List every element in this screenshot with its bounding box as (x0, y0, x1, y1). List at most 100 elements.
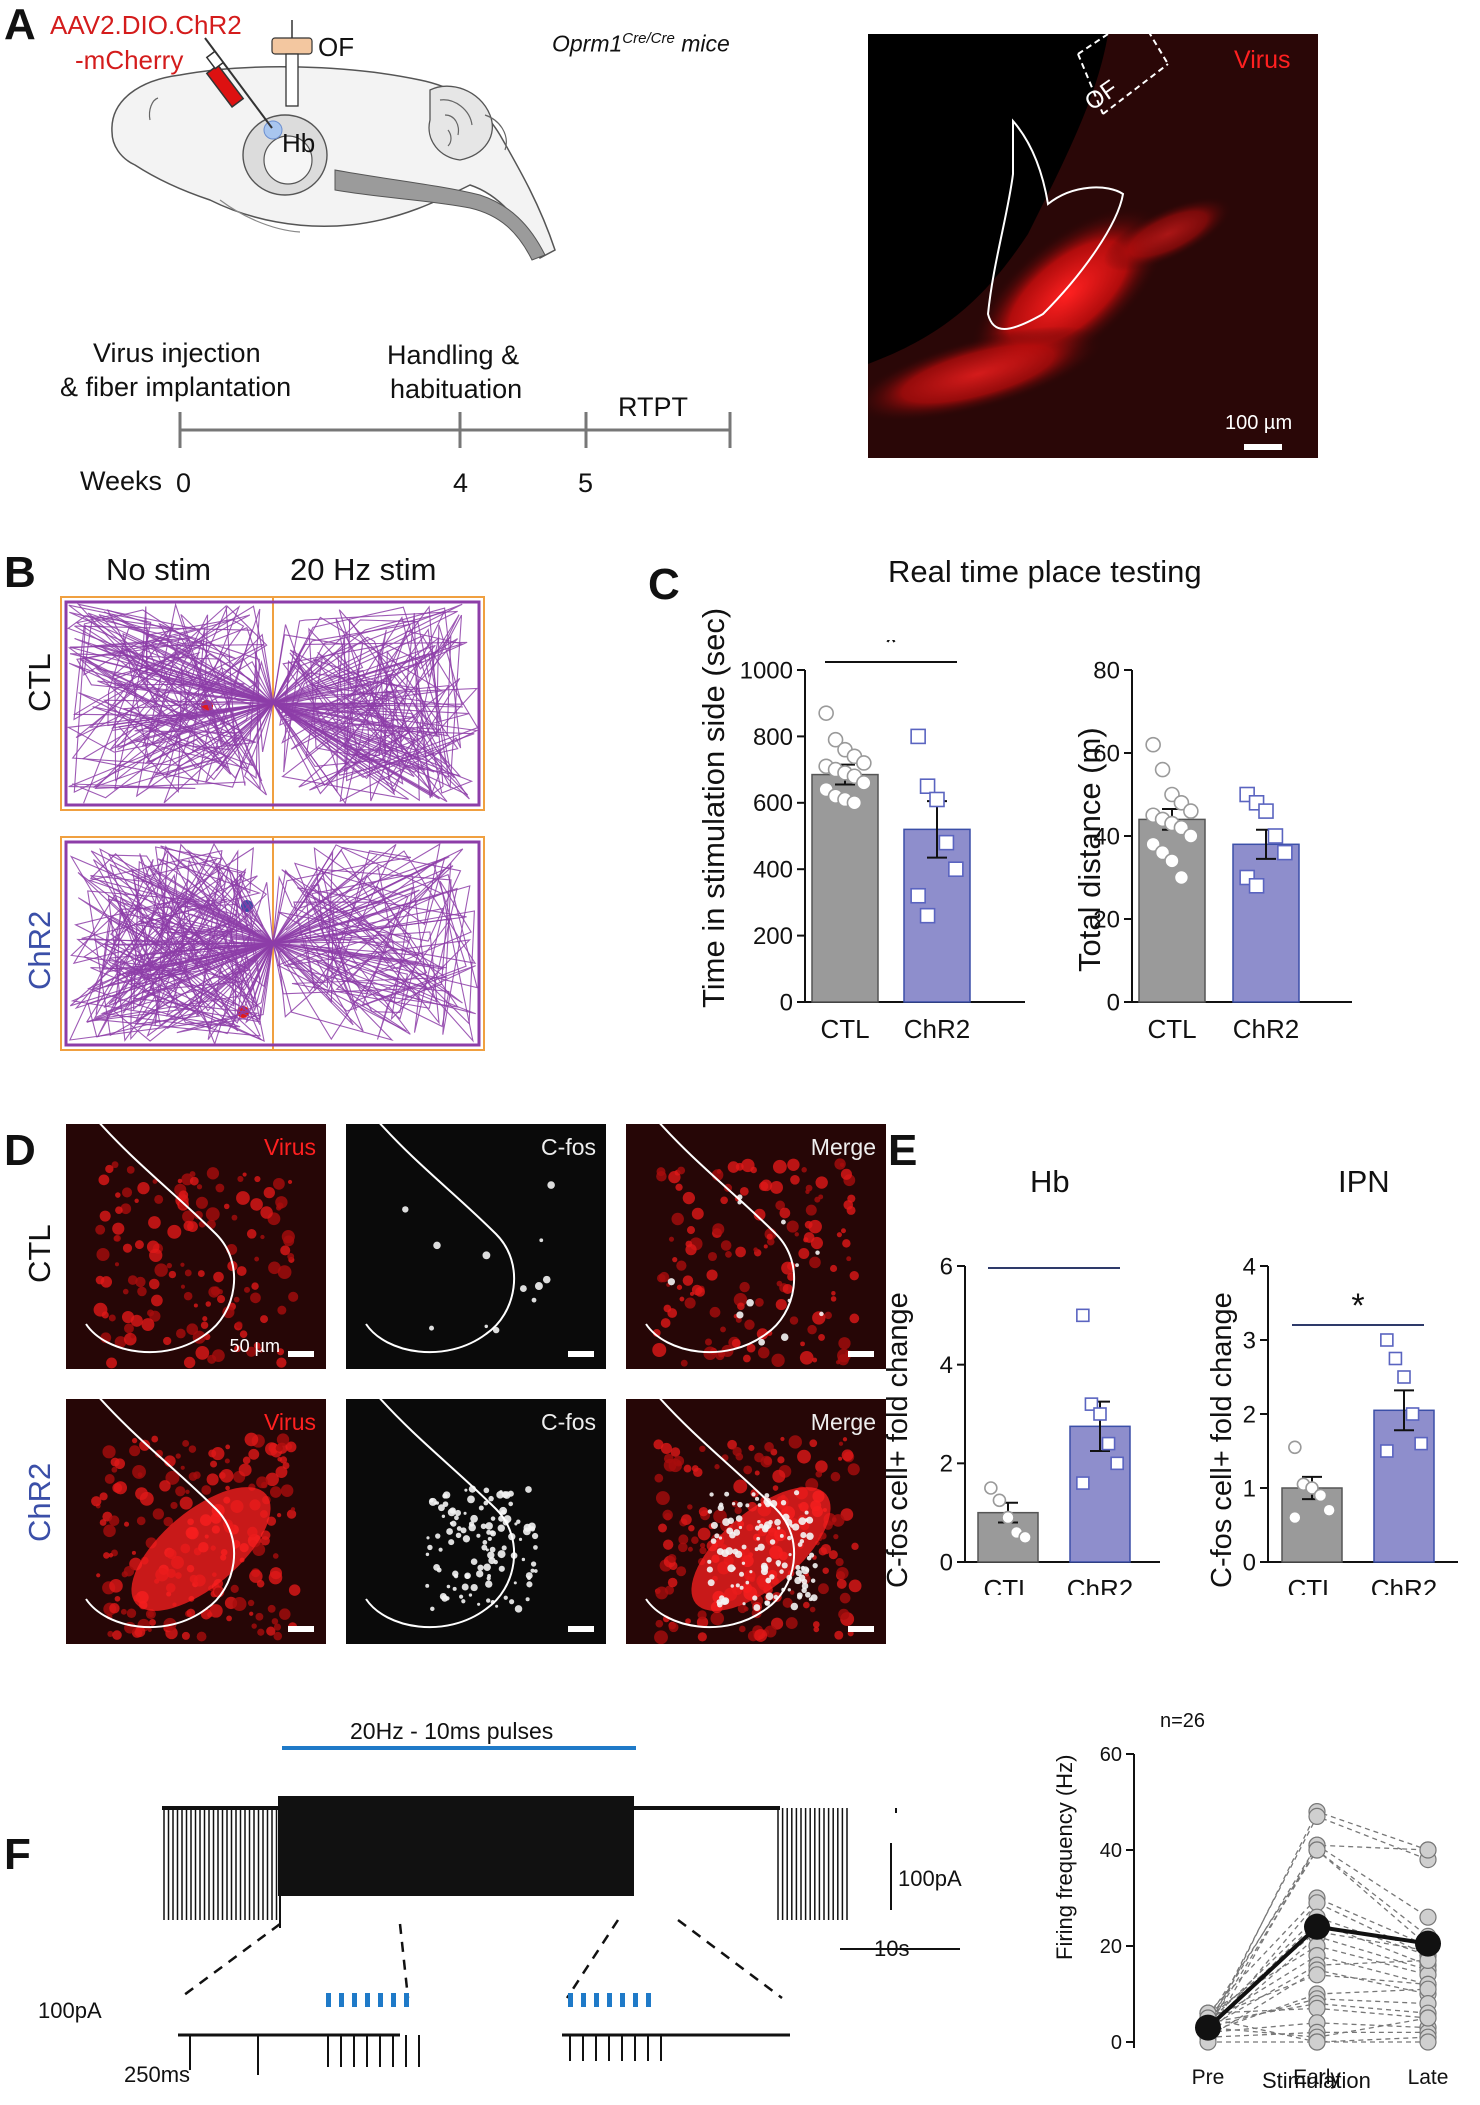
mouse-line-suffix: mice (674, 30, 730, 57)
no-stim-label: No stim (106, 552, 212, 587)
cell-line (1207, 1988, 1429, 2034)
bar-chr2 (1373, 1409, 1435, 1563)
data-point (929, 791, 945, 808)
chart-c2-svg: 0 20 40 60 80 CTL ChR2 (1093, 657, 1352, 1044)
stim-protocol-label: 20Hz - 10ms pulses (350, 1718, 554, 1744)
y-tick-label: 3 (1243, 1327, 1256, 1354)
data-point (1322, 1503, 1336, 1518)
y-tick-label: 6 (940, 1253, 953, 1280)
y-tick-label: 200 (753, 923, 793, 950)
chart-firing-frequency: 0 20 40 60 Pre Early Late (1080, 1730, 1480, 2100)
y-tick-label: 2 (1243, 1401, 1256, 1428)
timeline-tick-0: 0 (176, 468, 192, 498)
x-tick-label: Pre (1192, 2066, 1225, 2089)
cell-point (1419, 1841, 1437, 1859)
mean-point (1415, 1930, 1441, 1957)
scale-100pa-inset: 100pA (38, 1998, 102, 2023)
stim-label: 20 Hz stim (290, 552, 437, 587)
chart-f-svg: 0 20 40 60 Pre Early Late (1100, 1744, 1449, 2089)
y-tick-label: 60 (1093, 740, 1120, 767)
data-point (1084, 1397, 1099, 1411)
timeline-event-2b: habituation (390, 374, 523, 404)
x-tick-label: CTL (983, 1574, 1032, 1595)
chart-f-ylabel: Firing frequency (Hz) (1052, 1754, 1077, 1960)
cfos-image-chr2-virus: Virus (66, 1399, 326, 1644)
data-point (1093, 1407, 1107, 1421)
y-tick-label: 2 (940, 1451, 953, 1478)
cfos-image-label-merge: Merge (810, 1134, 876, 1160)
cfos-image-label-virus: Virus (264, 1134, 316, 1160)
cfos-image-ctl-merge: Merge (626, 1124, 886, 1369)
data-point (1248, 878, 1265, 894)
y-tick-label: 20 (1093, 906, 1120, 933)
timeline-event-1b: & fiber implantation (60, 372, 292, 402)
cell-line (1207, 1959, 1429, 2029)
cell-point (1308, 1966, 1326, 1984)
d-row-label-ctl: CTL (22, 1224, 57, 1283)
cfos-image-chr2-c-fos: C-fos (346, 1399, 606, 1644)
panel-label-b: B (4, 548, 36, 597)
y-tick-label: 80 (1093, 657, 1120, 684)
track-paths (64, 600, 481, 807)
scale-10s: 10s (874, 1936, 910, 1961)
experiment-timeline (170, 400, 740, 460)
data-point (1388, 1351, 1403, 1366)
scale-100pa: 100pA (898, 1866, 962, 1891)
panel-label-c: C (648, 560, 680, 609)
data-point (846, 795, 863, 811)
cell-point (1308, 1999, 1326, 2017)
chart-f-title: n=26 (1160, 1710, 1206, 1732)
data-point (1183, 803, 1199, 819)
x-tick-label: ChR2 (904, 1014, 970, 1044)
row-label-ctl: CTL (22, 653, 57, 712)
data-point (1101, 1436, 1116, 1451)
bar-ctl (1281, 1487, 1343, 1563)
y-tick-label: 1000 (740, 657, 793, 684)
data-point (1183, 828, 1199, 844)
data-point (984, 1481, 998, 1495)
chart-cfos-ipn: 0 1 2 3 4 CTL ChR2 * (1240, 1250, 1480, 1604)
data-point (1258, 803, 1274, 819)
significance-star: * (884, 640, 897, 662)
data-point (1001, 1510, 1015, 1525)
chart-c1-ylabel: Time in stimulation side (sec) (696, 607, 731, 1008)
data-point (948, 861, 964, 877)
x-tick-label: ChR2 (1067, 1574, 1133, 1595)
y-tick-label: 4 (940, 1352, 953, 1379)
scale-250ms: 250ms (124, 2062, 191, 2087)
data-point (1313, 1488, 1328, 1503)
timeline-weeks-label: Weeks (80, 466, 163, 496)
cell-point (1419, 1908, 1437, 1926)
scale-bar-50um: 50 µm (229, 1336, 280, 1356)
cfos-image-ctl-c-fos: C-fos (346, 1124, 606, 1369)
cfos-image-ctl-virus: Virus 50 µm (66, 1124, 326, 1369)
timeline-event-1a: Virus injection (93, 338, 261, 368)
panel-label-d: D (4, 1126, 36, 1175)
mouse-line-label: Oprm1Cre/Cre mice (552, 30, 730, 58)
ephys-trace (119, 1740, 970, 2091)
x-tick-label: Late (1408, 2066, 1449, 2089)
data-point (1288, 1440, 1302, 1455)
image-virus-label: Virus (1234, 46, 1291, 74)
bar-chr2 (1232, 843, 1300, 1003)
data-point (1405, 1407, 1420, 1421)
brain-schematic (100, 20, 570, 270)
cfos-image-grid: Virus 50 µm C-fos Merge Virus C-fos Merge (66, 1124, 916, 1644)
data-point (1397, 1370, 1411, 1384)
hb-label: Hb (282, 128, 316, 158)
panel-label-f: F (4, 1830, 31, 1879)
track-paths (64, 840, 481, 1047)
data-point (856, 775, 872, 791)
y-tick-label: 0 (1111, 2032, 1122, 2054)
track-ctl (60, 584, 485, 814)
ephys-traces (119, 1796, 960, 2091)
cell-point (1308, 1841, 1326, 1859)
significance-star: * (1047, 1250, 1060, 1268)
significance-star: * (1351, 1287, 1364, 1325)
data-point (1173, 869, 1190, 886)
cell-point (1308, 1894, 1326, 1912)
data-point (827, 731, 844, 748)
data-point (910, 887, 926, 904)
data-point (1145, 736, 1161, 753)
virus-name-line1: AAV2.DIO.ChR2 (50, 10, 242, 40)
